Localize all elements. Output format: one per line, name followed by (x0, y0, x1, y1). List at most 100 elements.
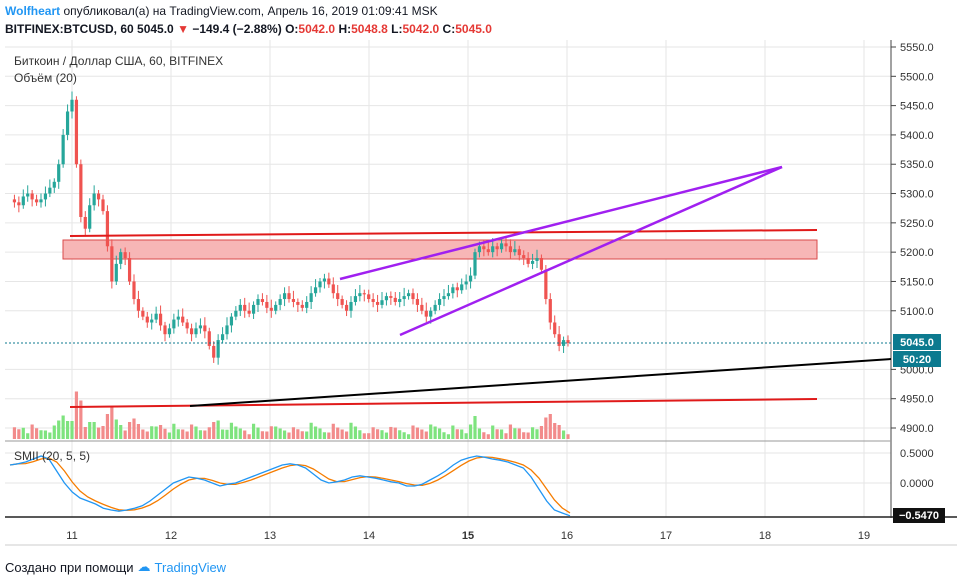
candle-body (229, 316, 234, 326)
volume-bar (145, 431, 149, 439)
volume-bar (495, 429, 499, 439)
volume-bar (194, 426, 198, 439)
candle-body (30, 193, 34, 200)
candle-body (234, 310, 238, 317)
volume-bar (322, 432, 327, 439)
volume-bar (220, 429, 225, 439)
candle-body (136, 299, 141, 311)
candle-body (544, 269, 548, 300)
volume-bar (358, 430, 362, 439)
candle-body (380, 300, 384, 305)
candle-body (176, 316, 180, 320)
volume-bar (167, 432, 172, 439)
volume-bar (477, 428, 482, 439)
volume-bar (12, 427, 17, 439)
low-label: L: (391, 22, 403, 36)
candle-body (353, 296, 358, 302)
price-tick-label: 5400.0 (900, 130, 934, 142)
resistance-zone[interactable] (62, 239, 818, 260)
candle-body (473, 252, 477, 276)
volume-bar (406, 434, 411, 439)
candle-body (225, 325, 229, 335)
volume-bar (371, 427, 375, 439)
author-link[interactable]: Wolfheart (5, 4, 61, 18)
close-value: 5045.0 (455, 22, 492, 36)
candle-body (460, 284, 464, 291)
time-tick-label: 17 (660, 530, 672, 542)
smi-tick-label: 0.0000 (900, 478, 934, 490)
indicator-label: SMII (20, 5, 5) (14, 449, 91, 463)
volume-bar (349, 422, 353, 439)
volume-bar (300, 431, 304, 439)
volume-bar (340, 429, 344, 439)
wedge-upper-line[interactable] (339, 165, 783, 281)
candle-body (274, 304, 278, 311)
candle-body (251, 304, 256, 314)
candle-body (132, 281, 136, 300)
volume-bar (136, 424, 141, 439)
candle-body (158, 313, 163, 326)
candle-body (451, 287, 455, 294)
volume-bar (96, 427, 101, 439)
time-tick-label: 12 (165, 530, 177, 542)
candle-body (375, 301, 380, 305)
candle-body (340, 299, 344, 305)
current-price-text: 5045.0 (900, 337, 934, 349)
candle-body (216, 340, 220, 358)
volume-bar (415, 427, 420, 439)
close-label: C: (442, 22, 456, 36)
high-label: H: (338, 22, 352, 36)
candle-body (96, 193, 101, 200)
volume-bar (278, 428, 282, 439)
candle-body (163, 325, 167, 335)
volume-bar (296, 429, 300, 439)
tradingview-link[interactable]: TradingView (154, 559, 227, 575)
volume-bar (198, 430, 203, 439)
support-line[interactable] (69, 398, 818, 408)
time-tick-label: 14 (363, 530, 375, 542)
candle-body (61, 134, 65, 165)
volume-bar (420, 429, 424, 439)
candle-body (243, 304, 247, 311)
wedge-lower-line[interactable] (399, 165, 783, 337)
volume-bar (437, 428, 442, 439)
volume-bar (150, 426, 154, 439)
volume-bar (544, 417, 548, 439)
volume-bar (65, 421, 70, 439)
candle-body (327, 278, 331, 285)
volume-bar (305, 431, 309, 439)
candle-body (185, 322, 189, 329)
candle-body (127, 258, 132, 282)
volume-bar (375, 429, 380, 439)
time-tick-label: 19 (858, 530, 870, 542)
candle-body (495, 246, 499, 250)
volume-bar (482, 432, 486, 439)
smi-value-text: −0.5470 (899, 510, 939, 522)
volume-bar (172, 423, 176, 439)
volume-bar (327, 432, 331, 439)
candle-body (287, 293, 291, 300)
volume-bars (12, 391, 570, 439)
resistance-line[interactable] (69, 229, 818, 237)
volume-bar (513, 428, 517, 439)
volume-bar (539, 426, 544, 439)
price-tick-label: 5500.0 (900, 71, 934, 83)
volume-bar (318, 428, 322, 439)
ascending-trend-line[interactable] (189, 358, 892, 407)
countdown-badge (893, 351, 941, 367)
volume-bar (39, 430, 43, 439)
candle-body (260, 299, 265, 302)
volume-bar (442, 432, 446, 439)
candle-body (513, 249, 517, 253)
footer-text: Создано при помощи (5, 559, 134, 575)
candle-body (17, 202, 21, 206)
volume-bar (212, 422, 216, 439)
candle-body (442, 296, 446, 300)
smi-value-badge (893, 508, 945, 523)
candle-body (88, 205, 92, 229)
volume-bar (114, 419, 118, 439)
candle-body (119, 252, 123, 264)
candle-body (318, 281, 322, 288)
candle-body (313, 287, 318, 294)
